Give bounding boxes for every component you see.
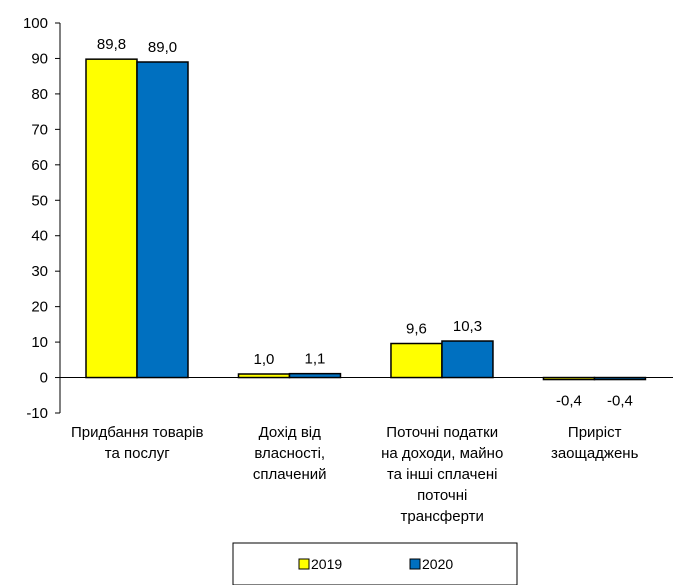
legend-swatch-2020 [409,558,421,570]
y-tick-label: 10 [31,334,48,351]
y-tick-label: 80 [31,86,48,103]
legend-swatch-2019 [298,558,310,570]
bar-2019 [390,342,443,379]
y-tick-label: 50 [31,192,48,209]
category-labels: Придбання товарів та послуг Дохід від власн… [71,424,639,525]
legend-label-2019: 2019 [311,556,342,572]
bar-2020 [593,376,647,381]
data-label: 89,8 [97,36,126,53]
bar-2020 [288,372,342,379]
bar-2019 [85,58,138,379]
data-label: 9,6 [406,321,427,338]
bar-2020 [136,61,189,379]
x-category-label: Поточні податки на доходи, майно та інші с… [381,424,503,525]
y-tick-label: 40 [31,228,48,245]
y-tick-label: 70 [31,121,48,138]
data-label: 89,0 [148,39,177,56]
bar-2019 [542,376,596,381]
data-label: -0,4 [607,393,633,410]
data-label: 1,1 [305,351,326,368]
bar-2019 [237,373,291,379]
bars [85,58,647,381]
data-label: 10,3 [453,318,482,335]
data-label: -0,4 [556,393,582,410]
y-tick-label: 0 [40,370,48,387]
y-tick-label: -10 [26,405,48,422]
y-tick-label: 100 [23,15,48,32]
legend-box [232,542,518,585]
legend-label-2020: 2020 [422,556,453,572]
y-tick-label: 30 [31,263,48,280]
y-tick-label: 20 [31,299,48,316]
y-tick-label: 90 [31,50,48,67]
x-category-label: Придбання товарів та послуг [71,424,204,462]
legend: 2019 2020 [232,542,518,585]
bar-2020 [441,340,494,379]
y-tick-label: 60 [31,157,48,174]
x-category-label: Дохід від власності, сплачений [253,424,327,483]
data-labels: 89,8 89,0 1,0 1,1 9,6 10,3 -0,4 -0,4 [97,36,633,409]
x-category-label: Приріст заощаджень [551,424,639,462]
data-label: 1,0 [254,351,275,368]
